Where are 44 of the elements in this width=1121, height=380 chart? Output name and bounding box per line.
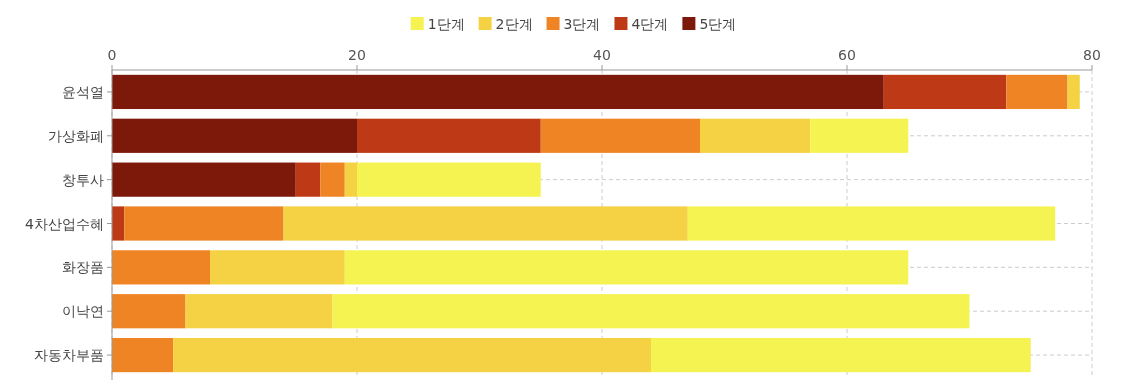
bar <box>124 206 284 241</box>
bar <box>332 294 970 329</box>
x-tick-label: 20 <box>348 47 366 63</box>
bar <box>700 118 811 153</box>
bar <box>651 337 1031 373</box>
bar <box>112 74 884 110</box>
bar <box>112 162 296 197</box>
bar <box>344 162 357 197</box>
bar <box>283 206 688 241</box>
y-tick-label: 윤석열 <box>62 83 104 100</box>
bar <box>112 337 174 373</box>
bar <box>112 206 125 241</box>
bar <box>687 206 1056 241</box>
bar <box>810 118 909 153</box>
legend-label: 4단계 <box>631 16 669 32</box>
bar <box>883 74 1007 110</box>
bar <box>112 250 210 285</box>
y-tick-label: 이낙연 <box>62 303 104 320</box>
bar <box>357 118 541 153</box>
y-tick-label: 화장품 <box>62 259 104 276</box>
y-tick-label: 4차산업수혜 <box>25 215 104 232</box>
bar <box>295 162 321 197</box>
bar <box>173 337 651 373</box>
y-tick-label: 창투사 <box>62 171 104 188</box>
x-tick-label: 80 <box>1083 47 1101 63</box>
bar <box>357 162 541 197</box>
x-tick-label: 60 <box>838 47 856 63</box>
legend-label: 3단계 <box>563 16 601 32</box>
bar <box>112 294 186 329</box>
bar <box>1067 74 1080 110</box>
legend-label: 5단계 <box>699 16 737 32</box>
bar <box>344 250 909 285</box>
bar <box>112 118 357 153</box>
bar <box>185 294 333 329</box>
x-tick-label: 40 <box>593 47 611 63</box>
x-tick-label: 0 <box>107 47 117 63</box>
legend-label: 1단계 <box>427 16 465 32</box>
y-tick-label: 가상화폐 <box>48 127 104 144</box>
bar <box>320 162 345 197</box>
legend-label: 2단계 <box>495 16 533 32</box>
bar <box>1006 74 1068 110</box>
y-tick-label: 자동차부품 <box>34 347 104 364</box>
bar <box>210 250 345 285</box>
bar <box>540 118 700 153</box>
